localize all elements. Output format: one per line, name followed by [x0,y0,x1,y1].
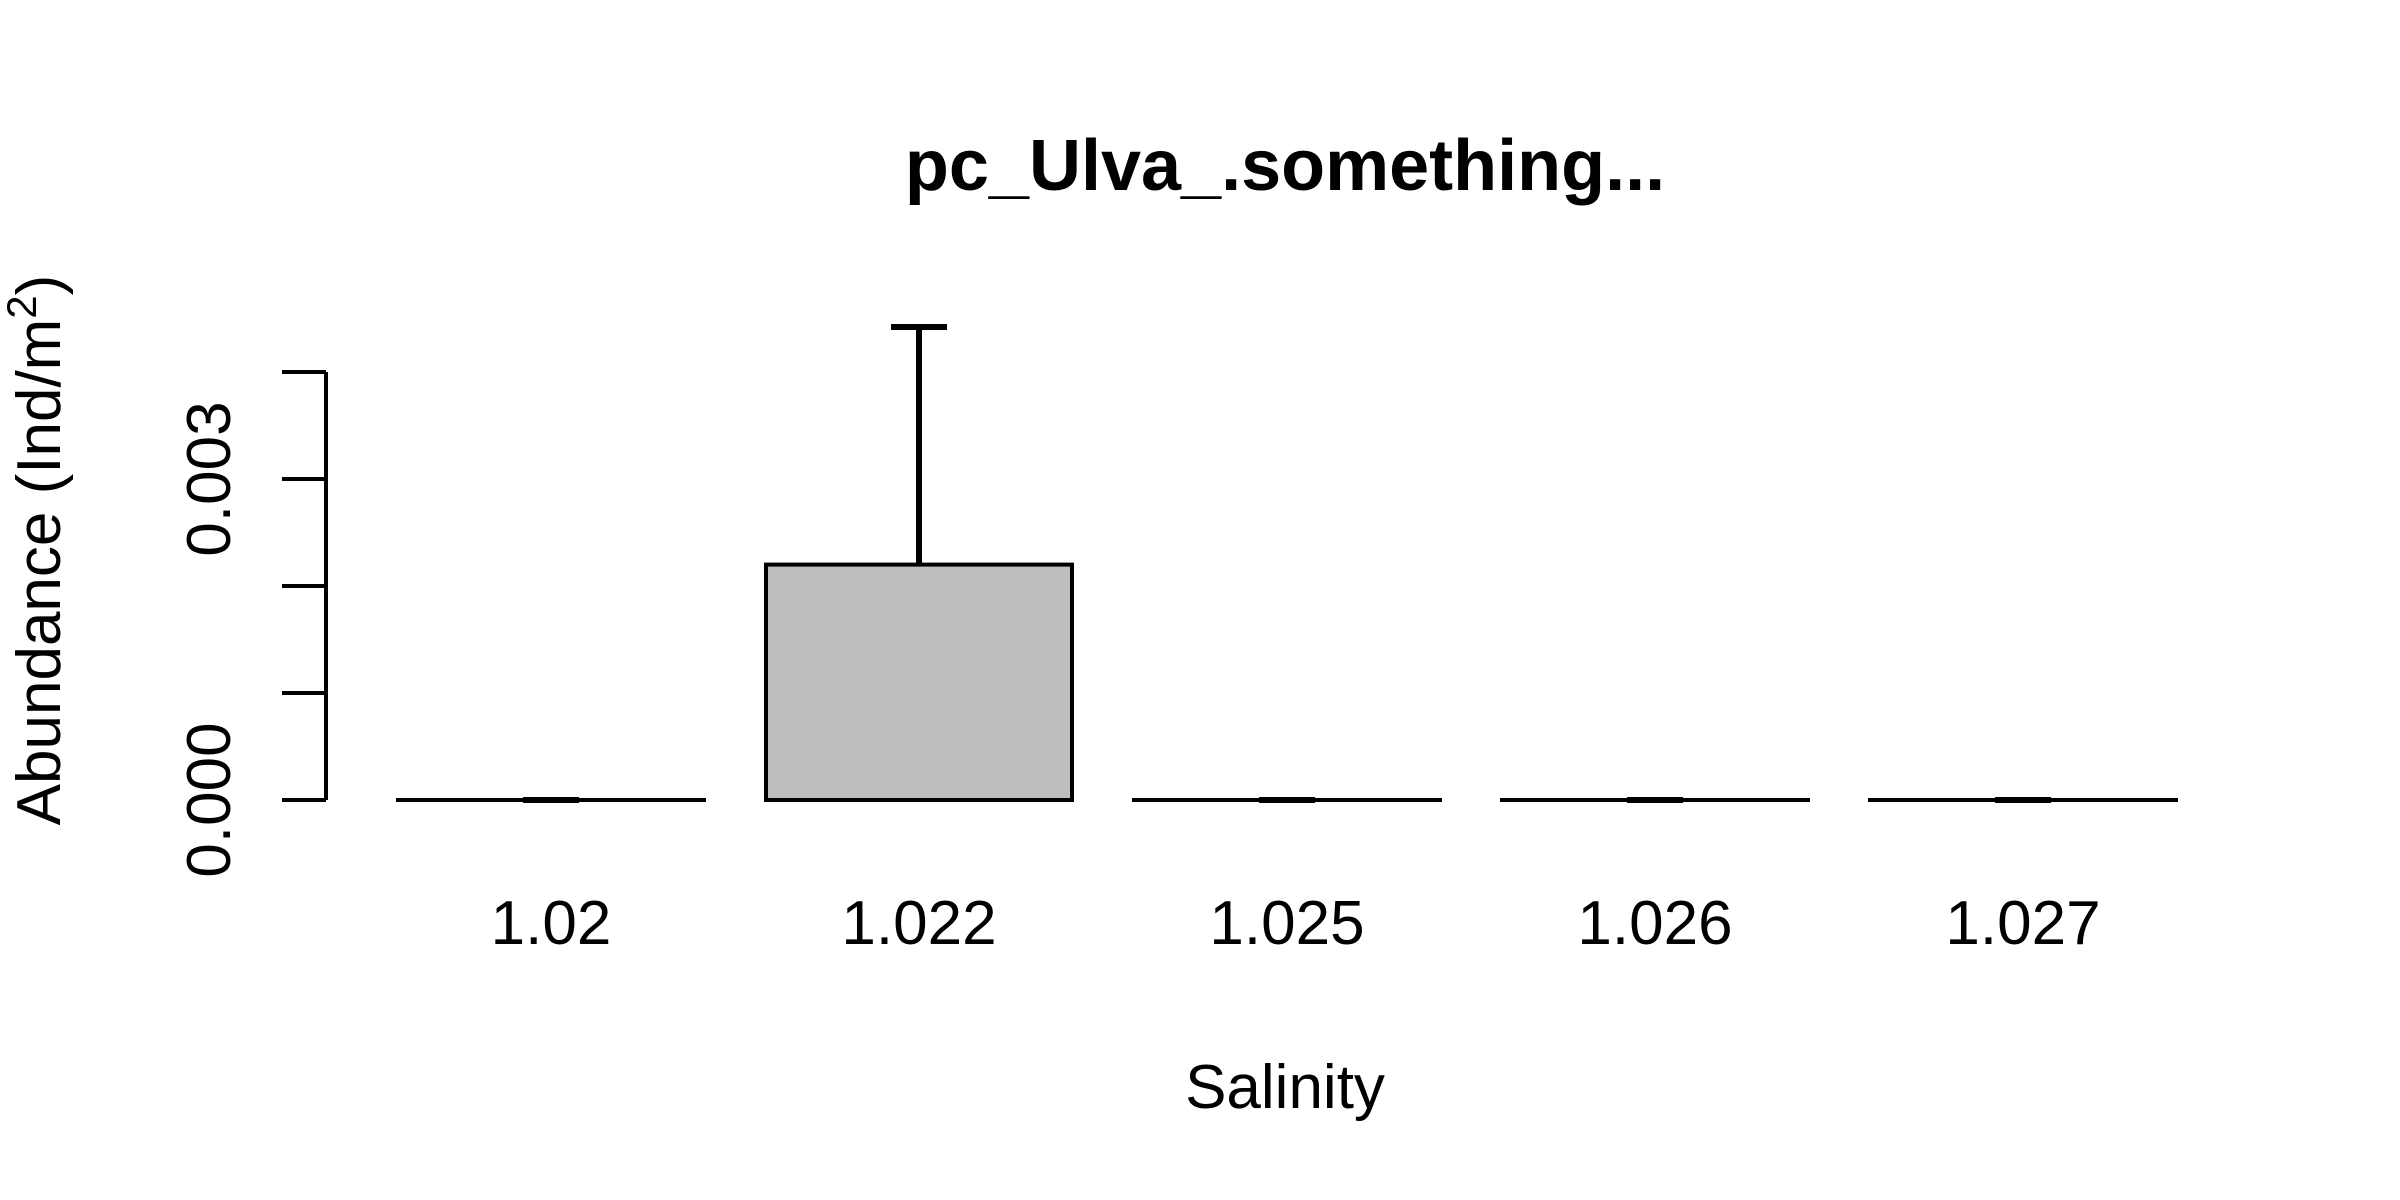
chart-title: pc_Ulva_.something... [905,126,1665,206]
x-tick-label: 1.025 [1209,889,1364,958]
bar [764,562,1074,802]
x-tick-label: 1.027 [1945,889,2100,958]
x-tick-label: 1.026 [1577,889,1732,958]
x-tick-label: 1.02 [491,889,612,958]
y-axis-label-suffix: ) [5,275,74,296]
y-axis-label-text: Abundance (Ind/m [5,319,74,826]
plot-area [396,324,2178,803]
y-tick-label: 0.000 [175,722,244,877]
y-axis-label: Abundance (Ind/m2) [0,275,74,826]
x-tick-label: 1.022 [841,889,996,958]
y-axis: 0.000 0.003 [175,370,328,878]
x-axis-label: Salinity [1185,1053,1385,1122]
y-tick-label: 0.003 [175,401,244,556]
x-axis: 1.02 1.022 1.025 1.026 1.027 [491,889,2101,958]
y-axis-label-superscript: 2 [0,295,45,318]
